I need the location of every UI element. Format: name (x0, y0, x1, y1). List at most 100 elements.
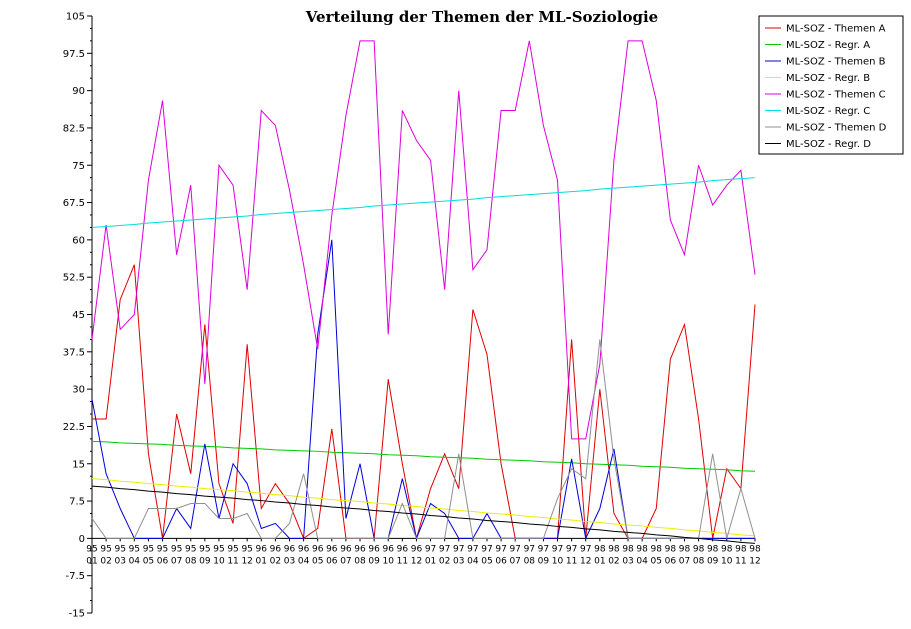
x-tick-label: 96 (397, 544, 409, 554)
y-tick-label: -15 (69, 609, 85, 620)
series-line (91, 478, 756, 537)
x-tick-label: 10 (383, 556, 395, 566)
x-tick-label: 10 (213, 556, 225, 566)
y-tick-label: 15 (72, 459, 85, 470)
x-tick-label: 98 (636, 544, 648, 554)
x-tick-label: 96 (354, 544, 366, 554)
legend-label: ML-SOZ - Themen C (786, 90, 886, 101)
x-tick-label: 02 (100, 556, 111, 566)
legend-label: ML-SOZ - Regr. C (786, 106, 870, 117)
x-tick-label: 98 (622, 544, 634, 554)
x-tick-label: 02 (608, 556, 619, 566)
x-tick-label: 95 (129, 544, 140, 554)
x-tick-label: 11 (735, 556, 746, 566)
legend-label: ML-SOZ - Themen D (786, 123, 887, 134)
x-tick-label: 08 (354, 556, 366, 566)
legend-label: ML-SOZ - Regr. A (786, 40, 870, 51)
x-tick-label: 98 (665, 544, 677, 554)
y-tick-label: -7.5 (65, 571, 85, 582)
y-tick-label: 90 (72, 86, 85, 97)
y-tick-label: 30 (72, 385, 85, 396)
x-tick-label: 96 (270, 544, 282, 554)
x-tick-label: 96 (284, 544, 296, 554)
chart-title: Verteilung der Themen der ML-Soziologie (305, 8, 658, 26)
series-line (91, 339, 756, 539)
x-tick-label: 97 (566, 544, 577, 554)
x-tick-label: 08 (524, 556, 536, 566)
x-tick-label: 98 (651, 544, 663, 554)
x-tick-label: 06 (326, 556, 338, 566)
x-tick-label: 98 (679, 544, 691, 554)
x-tick-label: 01 (256, 556, 267, 566)
y-tick-label: 37.5 (63, 347, 85, 358)
x-tick-label: 08 (693, 556, 705, 566)
series-line (91, 239, 755, 541)
x-tick-label: 95 (86, 544, 97, 554)
y-tick-label: 105 (66, 12, 85, 23)
x-tick-label: 97 (453, 544, 464, 554)
x-tick-label: 03 (284, 556, 295, 566)
x-tick-label: 96 (340, 544, 352, 554)
x-tick-label: 08 (185, 556, 197, 566)
legend-label: ML-SOZ - Regr. B (786, 73, 870, 84)
legend-label: ML-SOZ - Regr. D (786, 139, 871, 150)
x-tick-label: 10 (552, 556, 564, 566)
x-tick-label: 11 (566, 556, 577, 566)
x-tick-label: 10 (721, 556, 733, 566)
legend-box (758, 15, 904, 155)
x-tick-label: 12 (411, 556, 422, 566)
x-tick-label: 97 (425, 544, 436, 554)
x-tick-label: 96 (256, 544, 268, 554)
x-tick-label: 96 (383, 544, 395, 554)
x-tick-label: 12 (580, 556, 591, 566)
x-tick-label: 05 (481, 556, 492, 566)
x-tick-label: 97 (538, 544, 549, 554)
x-tick-label: 04 (636, 556, 648, 566)
x-tick-label: 04 (129, 556, 141, 566)
x-tick-label: 97 (439, 544, 450, 554)
y-tick-label: 52.5 (63, 273, 85, 284)
x-tick-label: 95 (213, 544, 224, 554)
series-line (91, 177, 756, 228)
x-tick-label: 98 (707, 544, 719, 554)
x-tick-label: 11 (397, 556, 408, 566)
x-tick-label: 96 (368, 544, 380, 554)
x-tick-label: 07 (171, 556, 182, 566)
legend-label: ML-SOZ - Themen A (786, 24, 886, 35)
x-tick-label: 95 (114, 544, 125, 554)
x-tick-label: 06 (495, 556, 507, 566)
y-tick-label: 97.5 (63, 49, 85, 60)
x-tick-label: 97 (524, 544, 535, 554)
x-tick-label: 09 (199, 556, 211, 566)
x-tick-label: 97 (467, 544, 478, 554)
x-tick-label: 95 (227, 544, 238, 554)
y-tick-label: 67.5 (63, 198, 85, 209)
x-tick-label: 06 (157, 556, 169, 566)
x-tick-label: 95 (199, 544, 210, 554)
x-tick-label: 01 (86, 556, 97, 566)
x-tick-label: 98 (749, 544, 761, 554)
y-tick-label: 60 (72, 235, 85, 246)
x-tick-label: 95 (143, 544, 154, 554)
x-tick-label: 07 (509, 556, 520, 566)
series-line (92, 264, 756, 540)
x-tick-label: 96 (298, 544, 310, 554)
y-tick-label: 82.5 (63, 123, 85, 134)
x-tick-label: 12 (241, 556, 252, 566)
y-tick-label: 7.5 (69, 497, 85, 508)
series-line (91, 485, 756, 544)
x-tick-label: 96 (326, 544, 338, 554)
y-tick-label: 0 (79, 534, 85, 545)
x-tick-label: 02 (270, 556, 281, 566)
x-tick-label: 09 (368, 556, 380, 566)
x-tick-label: 97 (580, 544, 591, 554)
series-line (91, 40, 756, 440)
x-tick-label: 11 (227, 556, 238, 566)
x-tick-label: 07 (340, 556, 351, 566)
x-tick-label: 04 (298, 556, 310, 566)
y-tick-label: 22.5 (63, 422, 85, 433)
x-tick-label: 97 (495, 544, 506, 554)
x-tick-label: 98 (735, 544, 747, 554)
x-tick-label: 98 (693, 544, 705, 554)
